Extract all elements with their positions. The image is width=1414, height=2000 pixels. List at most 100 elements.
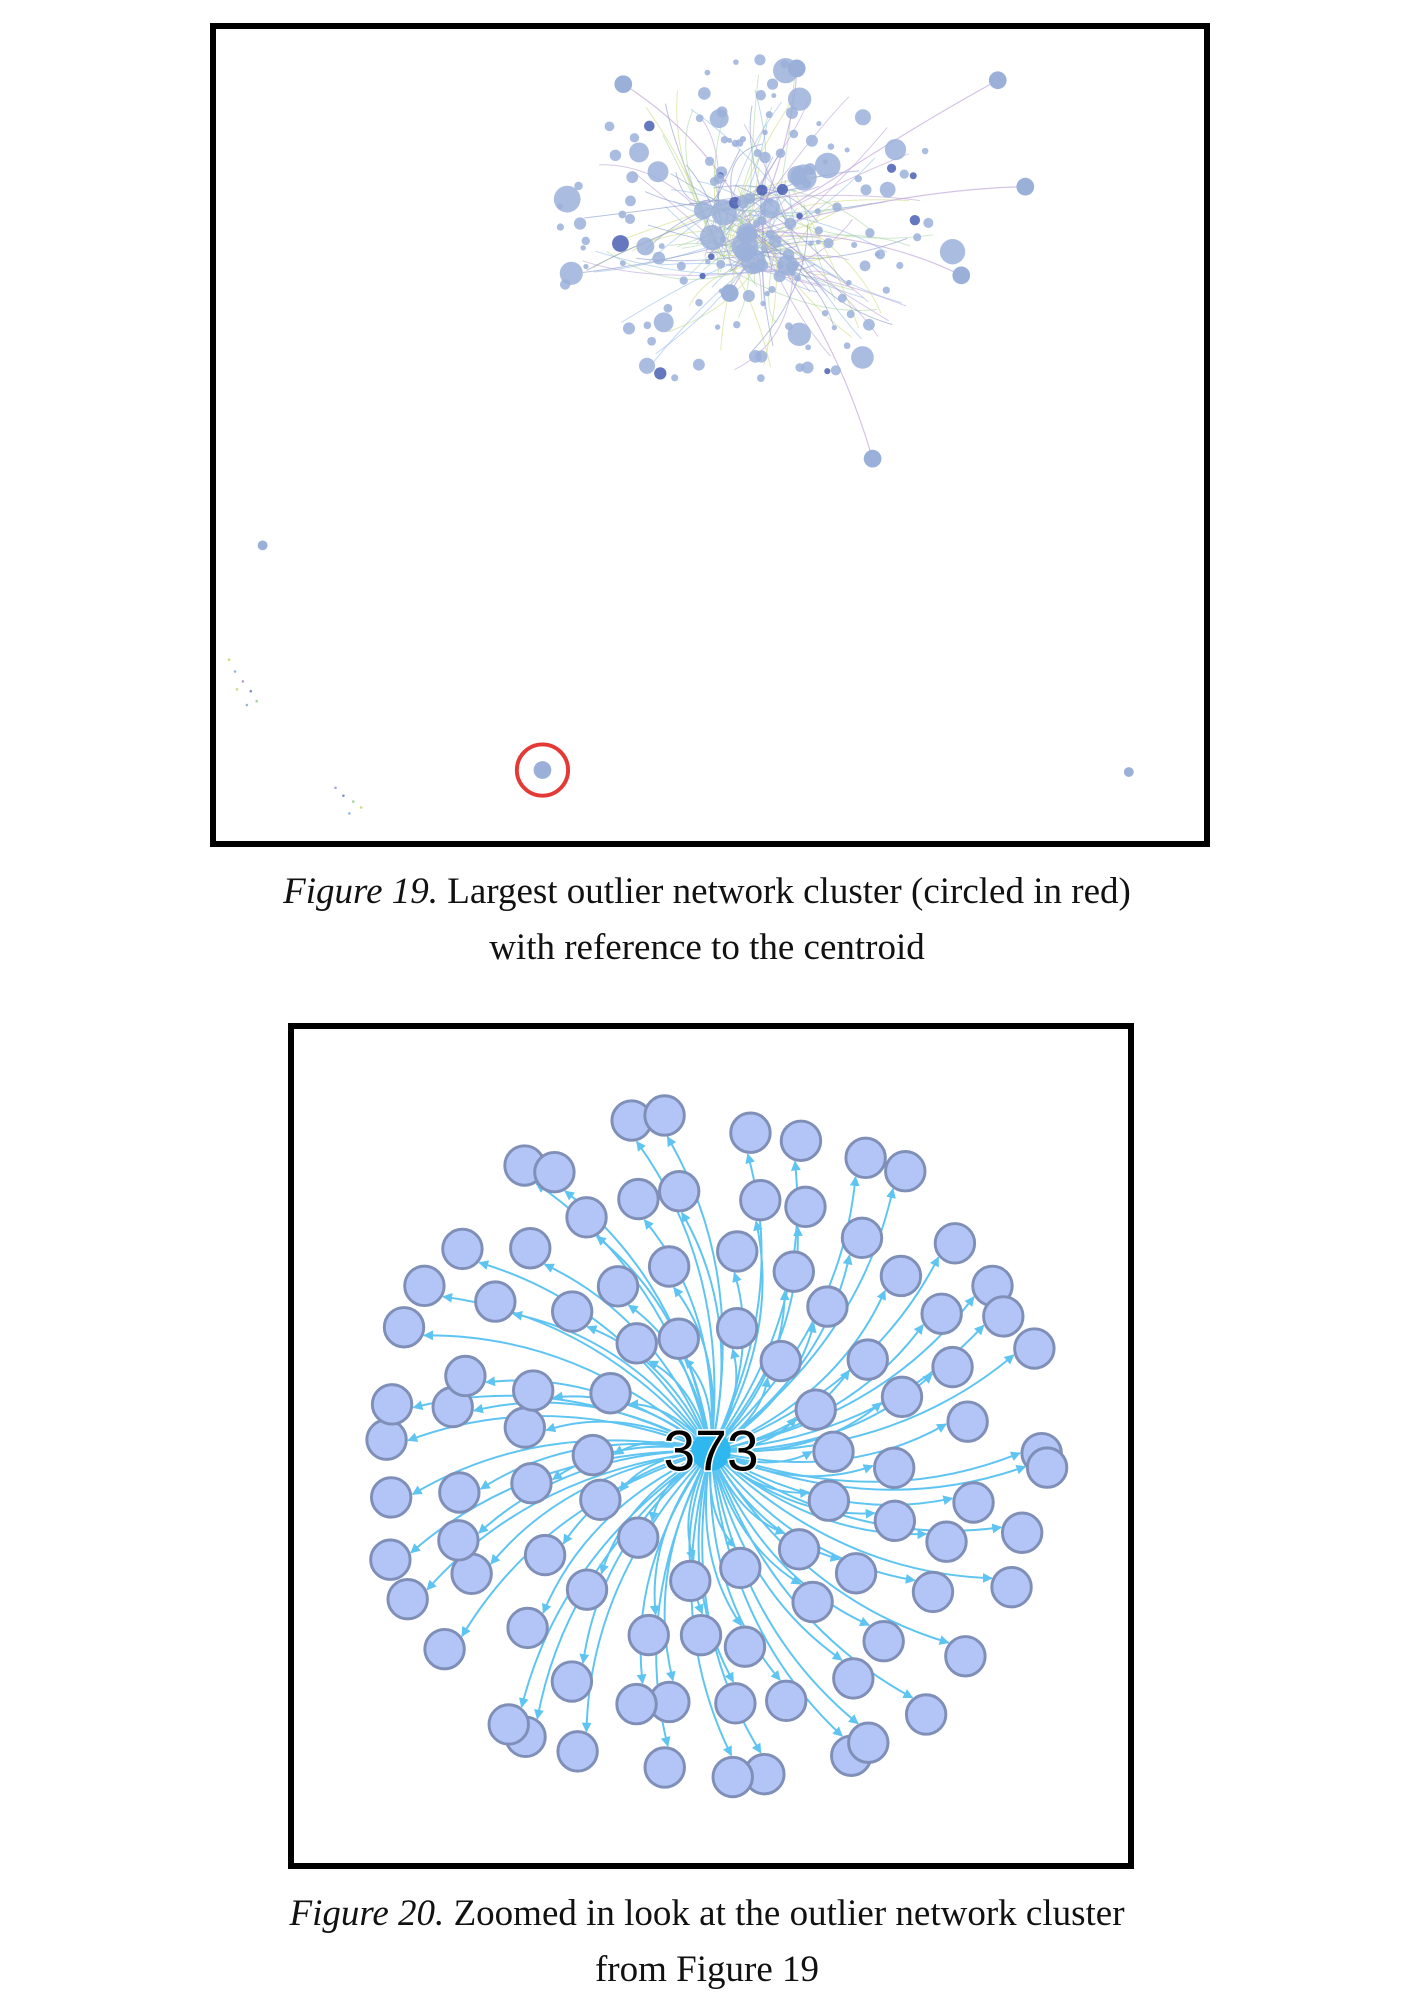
network-node <box>801 361 814 374</box>
network-node <box>785 106 799 119</box>
leaf-node <box>982 1295 1025 1338</box>
leaf-node <box>571 1433 615 1477</box>
network-node <box>854 175 862 183</box>
tiny-outlier-node <box>227 658 231 661</box>
network-node <box>707 253 715 260</box>
network-node <box>619 260 626 267</box>
leaf-node <box>657 1317 700 1360</box>
leaf-node <box>512 1369 555 1412</box>
cluster-edge <box>710 1450 993 1583</box>
network-node <box>854 109 871 126</box>
network-node <box>814 152 841 179</box>
tiny-outlier-node <box>359 806 363 809</box>
network-node <box>805 134 818 147</box>
cluster-edge <box>710 1450 950 1645</box>
leaf-node <box>365 1418 408 1461</box>
leaf-node <box>643 1746 686 1789</box>
network-node <box>764 290 770 297</box>
network-node <box>580 245 586 251</box>
network-edge <box>729 268 877 311</box>
network-node <box>731 232 759 260</box>
network-node <box>559 261 583 285</box>
cluster-edge <box>710 1289 886 1452</box>
network-node <box>759 151 771 164</box>
leaf-node <box>506 1606 549 1650</box>
leaf-node <box>873 1446 916 1490</box>
network-node <box>625 213 636 224</box>
network-node <box>679 276 688 285</box>
cluster-edge <box>710 1450 870 1627</box>
network-edge <box>754 230 962 276</box>
leaf-node <box>565 1196 608 1239</box>
leaf-node <box>715 1307 759 1350</box>
leaf-node <box>437 1519 480 1562</box>
network-node <box>785 322 793 331</box>
leaf-node <box>834 1552 878 1595</box>
network-node <box>768 235 782 248</box>
network-node <box>860 184 872 196</box>
network-node <box>760 245 767 252</box>
network-node <box>612 235 629 252</box>
leaf-node <box>840 1216 884 1260</box>
network-node <box>805 344 812 351</box>
leaf-node <box>556 1730 599 1773</box>
cluster-edge <box>710 1188 896 1452</box>
network-node <box>757 216 767 226</box>
cluster-edge <box>710 1256 940 1452</box>
leaf-node <box>847 1721 890 1764</box>
cluster-edge <box>710 1176 860 1452</box>
network-edge <box>606 251 730 280</box>
network-node <box>699 272 706 280</box>
leaf-node <box>873 1499 917 1543</box>
network-node <box>757 374 765 382</box>
tiny-outlier-node <box>241 680 245 683</box>
network-node <box>574 181 583 191</box>
network-node <box>899 169 909 179</box>
network-node <box>618 210 627 219</box>
network-node <box>644 120 655 132</box>
network-node <box>815 239 821 245</box>
largest-outlier-cluster <box>533 761 552 779</box>
leaf-node <box>944 1635 987 1678</box>
leaf-node <box>615 1682 658 1726</box>
network-node <box>583 263 589 270</box>
network-node <box>731 139 739 147</box>
network-node <box>553 185 581 213</box>
leaf-node <box>832 1657 875 1700</box>
figure-19-caption-line1: Largest outlier network cluster (circled… <box>438 871 1131 912</box>
network-hub-node <box>787 59 806 78</box>
network-node <box>647 336 657 346</box>
network-node <box>753 149 762 158</box>
network-node <box>727 137 733 144</box>
network-node <box>844 147 850 153</box>
leaf-node <box>716 1230 759 1273</box>
leaf-node <box>550 1290 594 1333</box>
figure-19-label: Figure 19. <box>283 871 439 912</box>
leaf-node <box>617 1177 660 1221</box>
cluster-edge <box>635 1140 716 1452</box>
network-node <box>875 249 886 260</box>
cluster-edge <box>519 1450 712 1708</box>
network-node <box>654 367 667 380</box>
network-node <box>713 173 725 184</box>
network-node <box>865 228 875 238</box>
network-overview-graph <box>227 54 1134 815</box>
leaf-node <box>657 1170 701 1213</box>
leaf-node <box>791 1580 834 1624</box>
network-hub-node <box>863 449 882 468</box>
network-node <box>742 289 755 302</box>
network-edge <box>743 96 850 232</box>
network-node <box>737 196 750 209</box>
network-node <box>771 93 777 99</box>
network-node <box>652 251 666 265</box>
network-node <box>879 181 896 198</box>
network-node <box>756 184 768 196</box>
leaf-node <box>679 1613 723 1657</box>
network-node <box>704 69 711 76</box>
leaf-node <box>617 1516 660 1559</box>
network-hub-node <box>1016 177 1035 196</box>
figure-19-caption-line2: with reference to the centroid <box>489 927 925 968</box>
network-edge <box>675 171 710 203</box>
leaf-node <box>474 1280 517 1323</box>
network-node <box>755 90 766 101</box>
